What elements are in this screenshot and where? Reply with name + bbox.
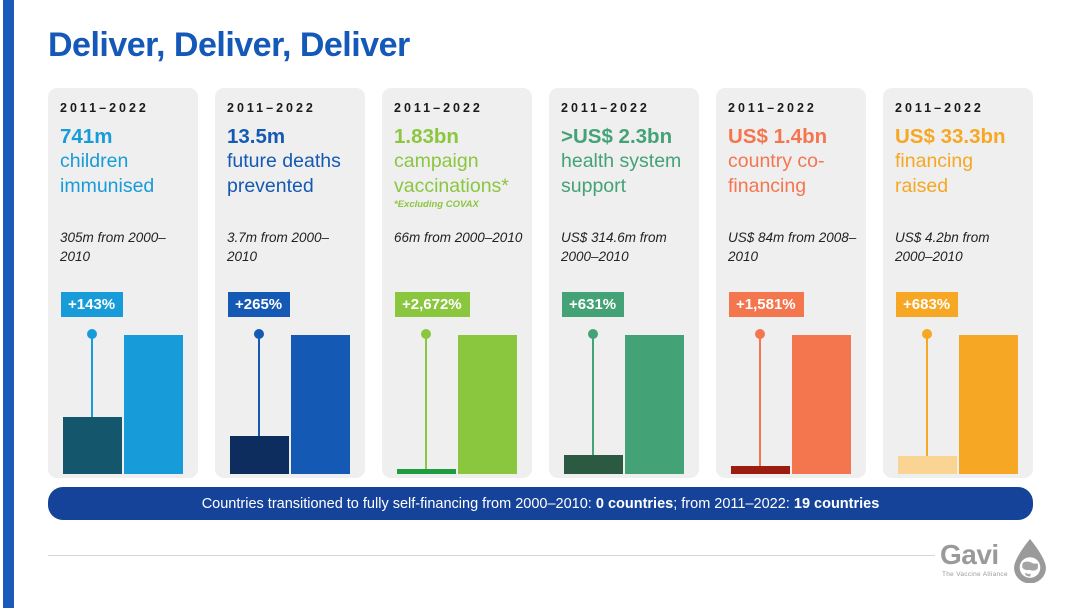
stat-heading: >US$ 2.3bn health system support — [561, 124, 691, 198]
growth-badge: +683% — [896, 292, 959, 317]
comparison-text: 3.7m from 2000–2010 — [227, 230, 330, 264]
lollipop-dot — [421, 329, 431, 339]
lollipop-stem — [91, 334, 93, 417]
banner-text: Countries transitioned to fully self-fin… — [201, 495, 596, 512]
stat-card: 2011–2022 US$ 1.4bn country co-financing… — [716, 88, 866, 478]
previous-bar — [230, 436, 289, 474]
banner-text: ; from 2011–2022: — [673, 495, 794, 512]
current-bar — [959, 335, 1018, 474]
growth-badge: +631% — [562, 292, 625, 317]
stat-value: US$ 1.4bn — [728, 125, 828, 148]
stat-label: children immunised — [60, 150, 155, 197]
stat-heading: US$ 1.4bn country co-financing — [728, 124, 858, 198]
lollipop-stem — [759, 334, 761, 466]
current-bar — [124, 335, 183, 474]
growth-badge: +2,672% — [395, 292, 470, 317]
stat-cards-row: 2011–2022 741m children immunised 305m f… — [48, 88, 1033, 478]
footer-rule — [48, 555, 935, 556]
stat-value: 1.83bn — [394, 125, 459, 148]
stat-value: >US$ 2.3bn — [561, 125, 673, 148]
left-accent-stripe — [3, 0, 14, 608]
bars — [731, 335, 851, 474]
droplet-globe-icon — [1013, 538, 1046, 583]
stat-heading: 13.5m future deaths prevented — [227, 124, 357, 198]
lollipop-dot — [922, 329, 932, 339]
period-label: 2011–2022 — [394, 101, 483, 115]
current-bar — [291, 335, 350, 474]
gavi-tagline: The Vaccine Alliance — [942, 571, 1008, 578]
stat-heading: US$ 33.3bn financing raised — [895, 124, 1025, 198]
stat-card: 2011–2022 US$ 33.3bn financing raised US… — [883, 88, 1033, 478]
bars — [564, 335, 684, 474]
banner-count-2000-2010: 0 countries — [595, 495, 674, 512]
period-label: 2011–2022 — [728, 101, 817, 115]
previous-bar — [898, 456, 957, 474]
previous-bar — [731, 466, 790, 474]
period-label: 2011–2022 — [561, 101, 650, 115]
stat-card: 2011–2022 >US$ 2.3bn health system suppo… — [549, 88, 699, 478]
page-title: Deliver, Deliver, Deliver — [48, 26, 410, 64]
lollipop-stem — [425, 334, 427, 469]
stat-label: health system support — [561, 150, 682, 197]
gavi-logo-text: Gavi The Vaccine Alliance — [940, 539, 1008, 579]
footnote: *Excluding COVAX — [394, 198, 479, 210]
previous-bar — [564, 455, 623, 474]
mini-bar-chart: +631% — [562, 292, 686, 474]
bars — [898, 335, 1018, 474]
stat-heading: 1.83bn campaign vaccinations* *Excluding… — [394, 124, 524, 211]
current-bar — [458, 335, 517, 474]
stat-value: 741m — [60, 125, 113, 148]
period-label: 2011–2022 — [227, 101, 316, 115]
previous-bar — [63, 417, 122, 474]
stat-label: future deaths prevented — [227, 150, 341, 197]
stat-label: campaign vaccinations* — [394, 150, 509, 197]
lollipop-stem — [592, 334, 594, 455]
banner-count-2011-2022: 19 countries — [793, 495, 880, 512]
bars — [397, 335, 517, 474]
bars — [63, 335, 183, 474]
growth-badge: +143% — [61, 292, 124, 317]
comparison-text: US$ 314.6m from 2000–2010 — [561, 230, 667, 264]
mini-bar-chart: +2,672% — [395, 292, 519, 474]
growth-badge: +265% — [228, 292, 291, 317]
lollipop-stem — [258, 334, 260, 436]
stat-label: financing raised — [895, 150, 974, 197]
stat-value: US$ 33.3bn — [895, 125, 1006, 148]
comparison-text: 66m from 2000–2010 — [394, 230, 523, 245]
mini-bar-chart: +143% — [61, 292, 185, 474]
current-bar — [792, 335, 851, 474]
gavi-wordmark: Gavi — [940, 539, 999, 570]
lollipop-dot — [755, 329, 765, 339]
lollipop-dot — [588, 329, 598, 339]
stat-label: country co-financing — [728, 150, 825, 197]
gavi-logo: Gavi The Vaccine Alliance — [940, 538, 1049, 583]
mini-bar-chart: +683% — [896, 292, 1020, 474]
mini-bar-chart: +265% — [228, 292, 352, 474]
comparison-text: US$ 4.2bn from 2000–2010 — [895, 230, 990, 264]
previous-bar — [397, 469, 456, 474]
lollipop-stem — [926, 334, 928, 456]
stat-card: 2011–2022 1.83bn campaign vaccinations* … — [382, 88, 532, 478]
lollipop-dot — [254, 329, 264, 339]
lollipop-dot — [87, 329, 97, 339]
mini-bar-chart: +1,581% — [729, 292, 853, 474]
growth-badge: +1,581% — [729, 292, 804, 317]
period-label: 2011–2022 — [895, 101, 984, 115]
stat-value: 13.5m — [227, 125, 286, 148]
current-bar — [625, 335, 684, 474]
self-financing-banner: Countries transitioned to fully self-fin… — [48, 487, 1033, 520]
period-label: 2011–2022 — [60, 101, 149, 115]
bars — [230, 335, 350, 474]
stat-card: 2011–2022 13.5m future deaths prevented … — [215, 88, 365, 478]
stat-card: 2011–2022 741m children immunised 305m f… — [48, 88, 198, 478]
comparison-text: 305m from 2000–2010 — [60, 230, 166, 264]
stat-heading: 741m children immunised — [60, 124, 190, 198]
comparison-text: US$ 84m from 2008–2010 — [728, 230, 857, 264]
